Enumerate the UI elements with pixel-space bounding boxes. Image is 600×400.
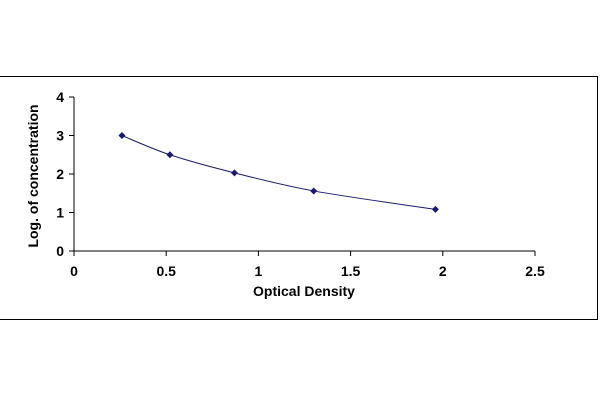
x-tick-label: 0 xyxy=(70,263,78,279)
ticks xyxy=(69,96,536,256)
data-point xyxy=(431,205,439,213)
y-tick-label: 1 xyxy=(56,205,64,221)
data-markers xyxy=(118,132,439,213)
y-tick-label: 0 xyxy=(56,243,64,259)
data-point xyxy=(118,132,126,139)
chart-frame xyxy=(0,76,598,320)
data-point xyxy=(310,187,318,195)
tick-labels: 0 0.5 1 1.5 2 2.5 0 1 2 3 4 xyxy=(56,89,545,279)
x-tick-label: 0.5 xyxy=(156,263,176,279)
data-point xyxy=(166,151,174,159)
y-axis-title: Log. of concentration xyxy=(25,104,41,247)
y-tick-label: 2 xyxy=(56,166,64,182)
x-tick-label: 1.5 xyxy=(341,263,361,279)
data-point xyxy=(230,169,238,177)
x-tick-label: 1 xyxy=(255,263,263,279)
x-tick-label: 2.5 xyxy=(525,263,545,279)
x-axis-title: Optical Density xyxy=(253,283,355,299)
trend-line xyxy=(121,135,436,210)
y-tick-label: 4 xyxy=(56,89,64,105)
x-tick-label: 2 xyxy=(439,263,447,279)
y-tick-label: 3 xyxy=(56,128,64,144)
axes xyxy=(73,97,535,252)
